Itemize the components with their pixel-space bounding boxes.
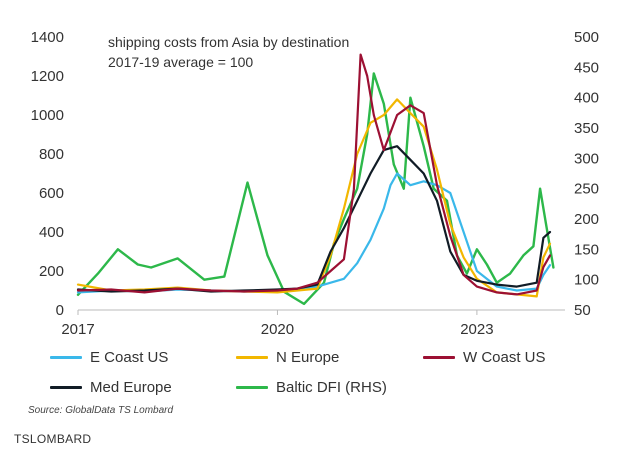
right-tick-label: 400 [574,90,599,107]
annotation-line-1: shipping costs from Asia by destination [108,34,349,50]
series-line-e-coast-us [76,172,552,294]
legend-item-w-coast-us: W Coast US [423,349,546,366]
right-tick-label: 250 [574,181,599,198]
series-layer [76,53,555,306]
source-note: Source: GlobalData TS Lombard [28,405,174,416]
right-tick-label: 200 [574,211,599,228]
left-tick-label: 1200 [31,68,64,85]
legend-swatch [423,356,455,359]
legend-swatch [50,386,82,389]
right-tick-label: 500 [574,29,599,46]
legend-label: Med Europe [90,379,172,396]
left-tick-label: 1400 [31,29,64,46]
legend-label: N Europe [276,349,340,366]
brand-logo-text: TSLOMBARD [14,432,92,446]
left-axis-ticks: 0 200 400 600 800 1000 1200 1400 [31,29,64,319]
right-tick-label: 350 [574,120,599,137]
x-axis-ticks: 2017 2020 2023 [61,310,494,338]
left-tick-label: 400 [39,224,64,241]
right-tick-label: 150 [574,241,599,258]
legend-swatch [50,356,82,359]
legend-item-med-europe: Med Europe [50,379,172,396]
series-line-baltic-dfi-rhs [76,72,555,306]
x-tick-label: 2023 [460,321,493,338]
right-tick-label: 50 [574,302,591,319]
left-tick-label: 200 [39,263,64,280]
series-line-w-coast-us [76,53,552,296]
series-line-med-europe [76,145,552,293]
x-tick-label: 2020 [261,321,294,338]
left-tick-label: 600 [39,185,64,202]
x-tick-label: 2017 [61,321,94,338]
annotation-line-2: 2017-19 average = 100 [108,54,253,70]
legend-label: W Coast US [463,349,546,366]
legend-item-n-europe: N Europe [236,349,339,366]
legend-label: E Coast US [90,349,169,366]
legend-label: Baltic DFI (RHS) [276,379,387,396]
chart-svg: 0 200 400 600 800 1000 1200 1400 50 100 150 200 250… [31,29,599,338]
right-axis-ticks: 50 100 150 200 250 300 350 400 450 500 [574,29,599,319]
right-tick-label: 100 [574,272,599,289]
left-tick-label: 1000 [31,107,64,124]
right-tick-label: 300 [574,150,599,167]
legend-item-e-coast-us: E Coast US [50,349,168,366]
legend-swatch [236,386,268,389]
legend-item-baltic-dfi: Baltic DFI (RHS) [236,379,387,396]
right-tick-label: 450 [574,59,599,76]
left-tick-label: 0 [56,302,64,319]
legend-swatch [236,356,268,359]
left-tick-label: 800 [39,146,64,163]
